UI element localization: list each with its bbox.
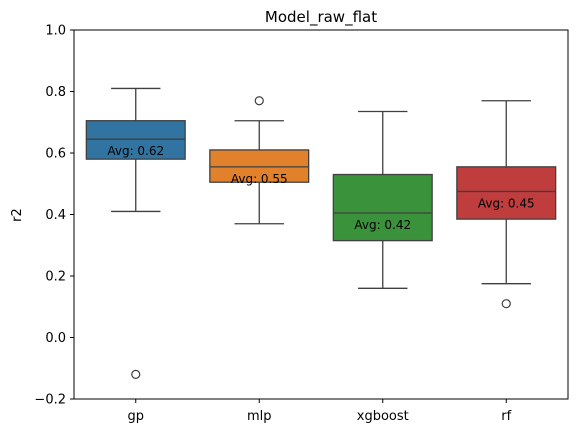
outlier-point [254, 96, 264, 106]
y-tick-label: 0.6 [45, 147, 66, 162]
box-rf [456, 166, 557, 220]
outlier-point [501, 299, 511, 309]
box-mlp [209, 149, 310, 183]
y-axis-label: r2 [10, 208, 25, 222]
avg-label: Avg: 0.42 [354, 218, 411, 232]
box-xgboost [332, 173, 433, 242]
plot-area-frame [73, 29, 569, 400]
chart-title: Model_raw_flat [265, 8, 377, 27]
avg-label: Avg: 0.55 [231, 172, 288, 186]
box-gp [85, 120, 186, 160]
y-tick-label: 0.2 [45, 270, 66, 285]
x-tick-label: rf [501, 409, 511, 424]
y-tick-label: 0.4 [45, 208, 66, 223]
avg-label: Avg: 0.45 [478, 196, 535, 210]
outlier-point [131, 369, 141, 379]
y-tick-label: −0.2 [34, 393, 66, 408]
x-tick-label: xgboost [357, 409, 409, 424]
x-tick-label: gp [127, 409, 144, 424]
avg-label: Avg: 0.62 [107, 144, 164, 158]
y-tick-label: 1.0 [45, 24, 66, 39]
x-tick-label: mlp [247, 409, 272, 424]
y-tick-label: 0.8 [45, 85, 66, 100]
y-tick-label: 0.0 [45, 331, 66, 346]
